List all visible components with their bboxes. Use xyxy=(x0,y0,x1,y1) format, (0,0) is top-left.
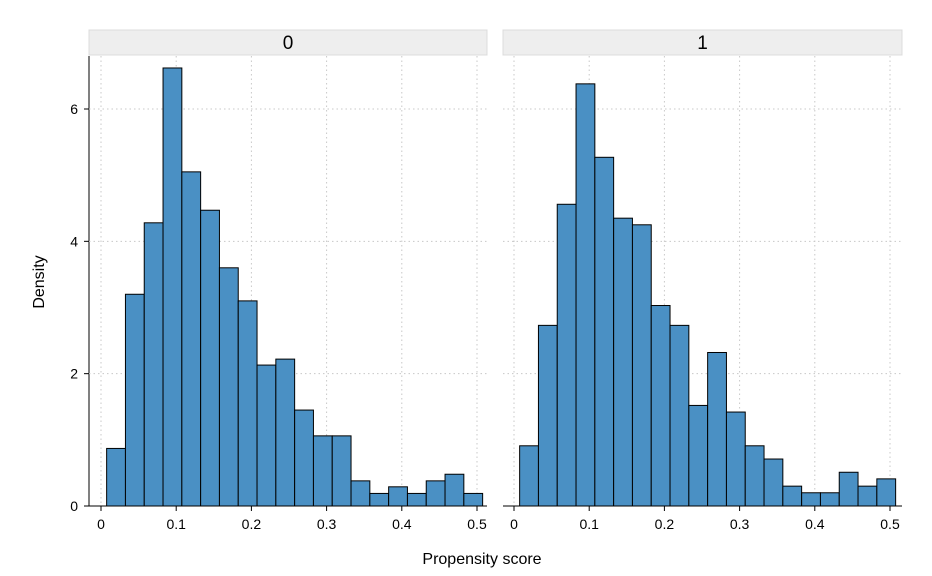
x-tick-label: 0.2 xyxy=(242,516,262,532)
histogram-bar xyxy=(744,445,765,507)
histogram-bar xyxy=(369,492,390,507)
histogram-bar xyxy=(537,324,558,507)
panel-strip xyxy=(502,29,903,56)
histogram-bar xyxy=(876,478,897,507)
histogram-bar xyxy=(763,458,784,507)
x-tick-label: 0.4 xyxy=(805,516,825,532)
x-tick-label: 0.3 xyxy=(317,516,337,532)
histogram-bar xyxy=(688,404,709,507)
histogram-bar xyxy=(838,471,859,507)
histogram-bar xyxy=(707,351,727,507)
histogram-bar xyxy=(294,409,314,507)
x-tick-label: 0 xyxy=(97,516,105,532)
y-tick-label: 0 xyxy=(70,498,78,514)
y-tick-label: 2 xyxy=(70,366,78,382)
histogram-bar xyxy=(388,486,408,507)
histogram-bar xyxy=(801,492,821,507)
histogram-bar xyxy=(782,485,803,507)
histogram-bar xyxy=(575,83,596,507)
x-tick-label: 0.3 xyxy=(730,516,750,532)
x-tick-label: 0 xyxy=(510,516,518,532)
x-tick-label: 0.4 xyxy=(392,516,412,532)
histogram-bar xyxy=(124,293,145,507)
histogram-bar xyxy=(857,485,878,507)
y-tick-label: 6 xyxy=(70,101,78,117)
x-tick-label: 0.1 xyxy=(166,516,186,532)
histogram-bar xyxy=(312,435,333,507)
x-tick-label: 0.2 xyxy=(655,516,675,532)
histogram-bar xyxy=(463,492,484,507)
histogram-bar xyxy=(425,480,446,507)
histogram-bar xyxy=(275,358,296,507)
histogram-bar xyxy=(200,209,220,507)
histogram-bar xyxy=(406,492,427,507)
y-tick-label: 4 xyxy=(70,233,78,249)
panel-strip xyxy=(88,29,488,56)
histogram-bar xyxy=(162,67,183,507)
histogram-bar xyxy=(256,364,277,507)
histogram-bar xyxy=(237,300,258,507)
y-axis-title: Density xyxy=(31,255,48,308)
x-tick-label: 0.5 xyxy=(880,516,900,532)
x-tick-label: 0.5 xyxy=(467,516,487,532)
x-tick-label: 0.1 xyxy=(579,516,599,532)
histogram-bar xyxy=(819,492,840,507)
histogram-bar xyxy=(444,473,465,507)
histogram-bar xyxy=(631,224,652,507)
panel-strip-label: 1 xyxy=(697,33,708,54)
histogram-bar xyxy=(181,171,202,507)
histogram-bar xyxy=(725,411,746,507)
x-axis-title: Propensity score xyxy=(422,551,541,568)
histogram-bar xyxy=(106,447,126,507)
histogram-bar xyxy=(650,305,671,507)
histogram-bar xyxy=(613,217,633,507)
histogram-bar xyxy=(143,222,164,507)
histogram-bar xyxy=(594,156,615,507)
histogram-bar xyxy=(669,324,690,507)
histogram-bar xyxy=(331,435,352,507)
histogram-bar xyxy=(350,480,371,507)
panel-strip-label: 0 xyxy=(283,33,294,54)
histogram-bar xyxy=(218,267,239,507)
histogram-bar xyxy=(519,445,539,507)
histogram-bar xyxy=(556,203,577,507)
